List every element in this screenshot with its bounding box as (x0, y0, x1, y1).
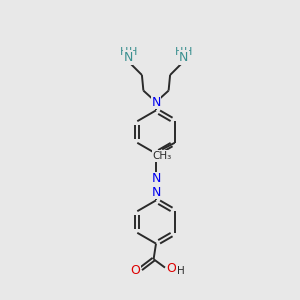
Text: O: O (131, 264, 140, 277)
Text: O: O (167, 262, 176, 275)
Text: CH₃: CH₃ (152, 151, 171, 161)
Text: H: H (119, 46, 128, 57)
Text: N: N (123, 51, 133, 64)
Text: N: N (151, 95, 161, 109)
Text: H: H (177, 266, 184, 276)
Text: H: H (128, 46, 137, 57)
Text: N: N (151, 172, 161, 185)
Text: N: N (179, 51, 189, 64)
Text: H: H (184, 46, 193, 57)
Text: N: N (151, 185, 161, 199)
Text: H: H (175, 46, 184, 57)
